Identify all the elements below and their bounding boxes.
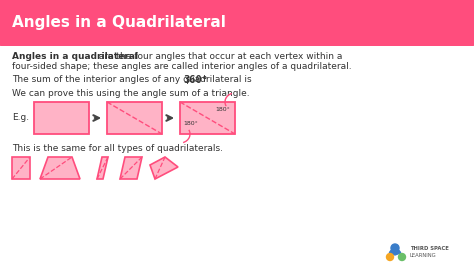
- Text: four-sided shape; these angles are called interior angles of a quadrilateral.: four-sided shape; these angles are calle…: [12, 62, 352, 71]
- Polygon shape: [12, 157, 30, 179]
- Polygon shape: [150, 157, 178, 179]
- Text: We can prove this using the angle sum of a triangle.: We can prove this using the angle sum of…: [12, 89, 250, 98]
- Polygon shape: [97, 157, 108, 179]
- Bar: [34, 102, 89, 134]
- Text: Angles in a quadrilateral: Angles in a quadrilateral: [12, 52, 138, 61]
- Text: 180°: 180°: [215, 107, 230, 112]
- Text: THIRD SPACE: THIRD SPACE: [410, 246, 449, 251]
- Text: are the four angles that occur at each vertex within a: are the four angles that occur at each v…: [97, 52, 343, 61]
- Wedge shape: [389, 249, 401, 255]
- Text: 180°: 180°: [183, 121, 198, 126]
- Polygon shape: [120, 157, 142, 179]
- Circle shape: [399, 254, 405, 260]
- Bar: [107, 102, 162, 134]
- FancyBboxPatch shape: [0, 0, 474, 46]
- Text: LEARNING: LEARNING: [410, 253, 437, 258]
- Text: E.g.: E.g.: [12, 114, 29, 123]
- Circle shape: [386, 254, 393, 260]
- Text: 360°: 360°: [183, 75, 209, 85]
- Bar: [180, 102, 235, 134]
- Text: The sum of the interior angles of any quadrilateral is: The sum of the interior angles of any qu…: [12, 75, 255, 84]
- Text: This is the same for all types of quadrilaterals.: This is the same for all types of quadri…: [12, 144, 223, 153]
- Text: Angles in a Quadrilateral: Angles in a Quadrilateral: [12, 14, 226, 29]
- Circle shape: [391, 244, 399, 252]
- Polygon shape: [40, 157, 80, 179]
